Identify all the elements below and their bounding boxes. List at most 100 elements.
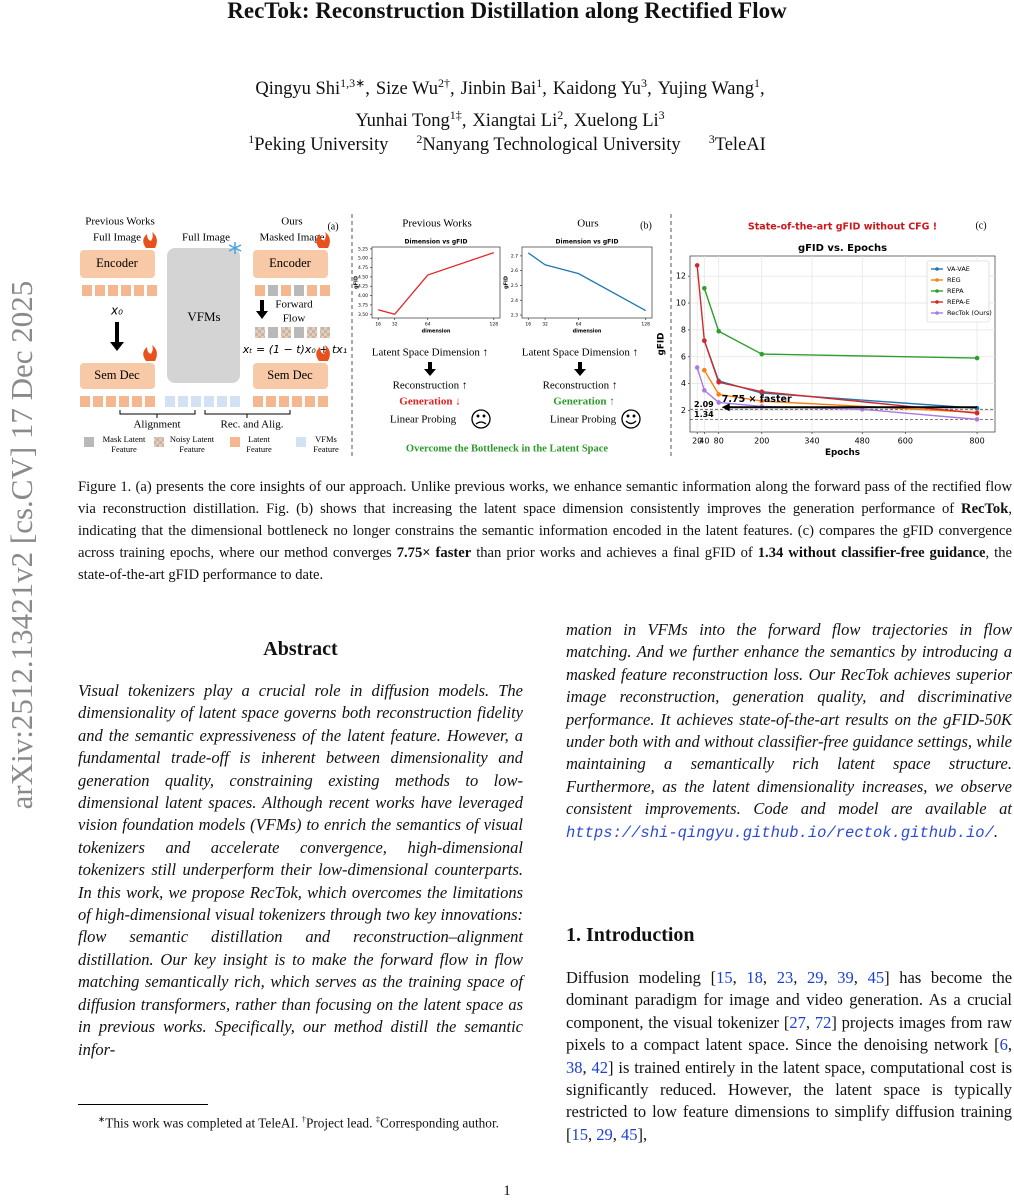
legend-marker: [935, 300, 939, 304]
text-run: ,: [823, 968, 838, 987]
text-run: ,: [582, 1057, 592, 1077]
reference-label: 2.09: [694, 400, 714, 409]
y-tick-label: 2.3: [511, 313, 518, 319]
point: [716, 379, 722, 385]
series-line: [703, 288, 978, 359]
point: [974, 417, 980, 422]
citation: 42: [591, 1057, 609, 1077]
label: Previous Works: [85, 216, 155, 228]
legend-label: RecTok (Ours): [947, 309, 992, 317]
separator: ,: [542, 79, 547, 100]
x-axis-label: dimension: [573, 328, 602, 334]
point: [759, 389, 765, 394]
label: Encoder: [269, 256, 311, 270]
label: Rec. and Alig.: [221, 419, 284, 431]
point: [759, 351, 765, 357]
abstract-text: mation in VFMs into the forward flow tra…: [566, 619, 1012, 844]
flame-icon: [143, 232, 157, 248]
label: Full Image: [182, 232, 230, 244]
affiliation-name: TeleAI: [714, 135, 766, 156]
citation: 18: [746, 968, 763, 987]
author-name: Yunhai Tong: [355, 111, 450, 132]
panel-tag: (c): [975, 220, 986, 231]
y-tick-label: 4.50: [358, 274, 368, 280]
citation: 45: [621, 1124, 638, 1144]
label: Overcome the Bottleneck in the Latent Sp…: [406, 443, 609, 454]
author-line: Qingyu Shi1,3∗, Size Wu2†, Jinbin Bai1, Kai…: [0, 70, 1014, 102]
y-tick-label: 2.5: [511, 283, 518, 289]
legend: Mask Latent Feature Noisy Latent Feature…: [84, 434, 339, 454]
y-tick-label: 2.7: [511, 253, 518, 259]
y-tick-label: 6: [681, 352, 686, 361]
vfm-box: [167, 248, 240, 383]
y-tick-label: 3.50: [358, 312, 368, 318]
x-tick-label: 128: [490, 322, 499, 328]
latent-row: [255, 285, 330, 296]
label: Masked Image: [259, 232, 324, 244]
panel-divider: [351, 214, 672, 456]
citation: 72: [814, 1012, 832, 1032]
point: [694, 263, 700, 268]
legend-label: REPA: [947, 287, 964, 295]
x-axis-label: dimension: [422, 328, 451, 334]
series-line: [696, 367, 978, 421]
frozen-icon: [228, 242, 242, 254]
affiliation-sup: 1: [248, 132, 255, 146]
label: Latent Space Dimension ↑: [372, 347, 488, 359]
plot-area: [371, 246, 501, 319]
separator: ,: [450, 79, 455, 100]
text-run: ,: [612, 1124, 621, 1144]
label: Linear Probing: [390, 414, 457, 426]
x-tick-label: 16: [375, 322, 381, 328]
legend-box: [926, 260, 990, 323]
decoder-box: [253, 363, 328, 389]
text-run: , indicating that the dimensional bottle…: [78, 501, 1012, 561]
chart-title: Dimension vs gFID: [556, 239, 619, 246]
encoder-box: [80, 250, 155, 278]
footnote: ∗This work was completed at TeleAI. †Pro…: [78, 1110, 523, 1132]
text-run: 1.34 without classifier-free guidance: [757, 545, 986, 561]
series-line: [378, 251, 495, 315]
point: [702, 367, 707, 373]
legend-label: Feature: [111, 444, 137, 454]
y-tick-label: 2: [681, 406, 686, 415]
brace: [119, 410, 291, 418]
text-run: Corresponding author.: [380, 1115, 499, 1131]
text-run: ‡: [375, 1114, 381, 1124]
section-heading: 1. Introduction: [566, 924, 695, 946]
author-name: Qingyu Shi: [255, 79, 341, 100]
x-tick-label: 64: [425, 322, 431, 328]
label: Reconstruction ↑: [543, 380, 618, 392]
citation: 6: [999, 1035, 1008, 1055]
output-row: [80, 396, 328, 407]
legend-label: VFMs: [315, 434, 337, 444]
text-run: This work was completed at TeleAI.: [105, 1115, 302, 1131]
label: Latent Space Dimension ↑: [522, 347, 638, 359]
author-sup: 2†: [438, 76, 451, 90]
x-tick-label: 200: [754, 437, 769, 446]
label: Previous Works: [402, 218, 472, 230]
y-tick-label: 10: [676, 299, 686, 308]
author-sup: 1: [536, 76, 543, 90]
author-sup: 1,3∗: [340, 76, 366, 90]
y-tick-label: 5.25: [358, 246, 368, 252]
text-run: ] projects images from raw pixels to a c…: [566, 1012, 1013, 1055]
y-tick-label: 8: [681, 325, 686, 334]
legend-label: REPA-E: [947, 298, 970, 306]
author-sup: 3: [641, 76, 648, 90]
text-run: Diffusion modeling [: [566, 968, 717, 987]
text-run: mation in VFMs into the forward flow tra…: [566, 620, 1012, 819]
label: Full Image: [93, 232, 141, 244]
citation: 23: [776, 968, 794, 987]
x-tick-label: 480: [855, 437, 870, 446]
text-run: Project lead.: [305, 1115, 376, 1131]
speedup-label: 7.75 × faster: [722, 394, 792, 405]
y-tick-label: 12: [676, 272, 686, 281]
text-run: ,: [588, 1124, 597, 1144]
figure-caption: Figure 1. (a) presents the core insights…: [78, 476, 1012, 586]
link[interactable]: https://shi-qingyu.github.io/rectok.gith…: [566, 823, 994, 842]
abstract-text: Visual tokenizers play a crucial role in…: [78, 680, 523, 1061]
label: Linear Probing: [550, 414, 617, 426]
legend-marker: [935, 311, 939, 315]
